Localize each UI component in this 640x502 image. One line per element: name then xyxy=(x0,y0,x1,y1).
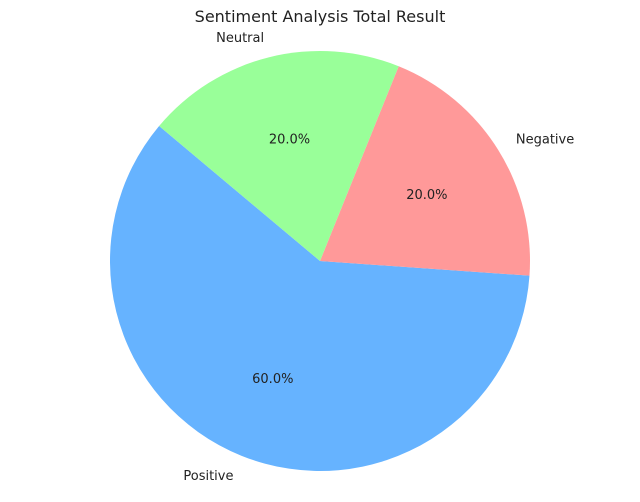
pie-slice-negative xyxy=(320,66,531,276)
slice-percent-negative: 20.0% xyxy=(406,188,447,203)
slice-percent-positive: 60.0% xyxy=(252,372,293,387)
pie-slice-positive xyxy=(110,126,530,471)
pie-labels: Positive 60.0% Negative 20.0% Neutral 20.0% xyxy=(183,31,574,484)
chart-title: Sentiment Analysis Total Result xyxy=(195,7,446,26)
slice-percent-neutral: 20.0% xyxy=(269,133,310,148)
pie-slices xyxy=(110,50,531,471)
slice-label-negative: Negative xyxy=(516,133,574,148)
slice-label-positive: Positive xyxy=(183,469,233,484)
slice-label-neutral: Neutral xyxy=(216,31,264,46)
pie-slice-neutral xyxy=(159,50,399,262)
